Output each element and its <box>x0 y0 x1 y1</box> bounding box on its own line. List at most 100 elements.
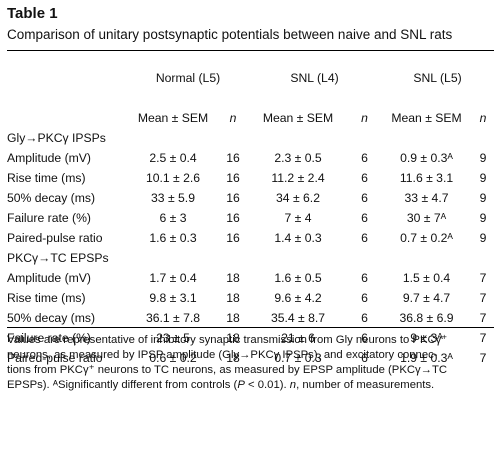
mean-sem-cell: 1.5 ± 0.4 <box>402 271 451 285</box>
mean-sem-cell: 11.2 ± 2.4 <box>271 171 325 185</box>
mean-sem-cell: 0.9 ± 0.3ᴬ <box>400 151 453 165</box>
row-label: Failure rate (%) <box>7 211 91 225</box>
bottom-rule <box>7 327 494 328</box>
table-row: Failure rate (%) 6 ± 3 16 7 ± 4 6 30 ± 7ᴬ 9 <box>7 208 494 228</box>
mean-sem-cell: 9.6 ± 4.2 <box>274 291 322 305</box>
group-header: SNL (L5) <box>413 71 462 85</box>
footnote-line: Values are representative of inhibitory … <box>7 334 448 346</box>
mean-sem-cell: 33 ± 5.9 <box>151 191 195 205</box>
table-row: Amplitude (mV) 2.5 ± 0.4 16 2.3 ± 0.5 6 0.9 ±… <box>7 148 494 168</box>
n-symbol: n <box>289 379 297 391</box>
n-cell: 7 <box>479 291 487 305</box>
mean-sem-cell: 36.1 ± 7.8 <box>145 311 201 325</box>
table-row: Paired-pulse ratio 0.6 ± 0.2 18 0.7 ± 0.3 6 1… <box>7 348 494 368</box>
table-row: 50% decay (ms) 33 ± 5.9 16 34 ± 6.2 6 33 ± 4.… <box>7 188 494 208</box>
mean-sem-cell: 34 ± 6.2 <box>276 191 320 205</box>
footnote-line: tions from PKCγ⁺ neurons to TC neurons, … <box>7 364 448 376</box>
section-header-row: PKCγ→TC EPSPs <box>7 248 494 268</box>
n-cell: 18 <box>226 271 240 285</box>
n-cell: 6 <box>361 311 368 325</box>
section-header-row: Gly→PKCγ IPSPs <box>7 128 494 148</box>
n-cell: 6 <box>361 231 368 245</box>
n-cell: 7 <box>479 271 487 285</box>
row-label: Amplitude (mV) <box>7 271 91 285</box>
mean-sem-cell: 7 ± 4 <box>284 211 312 225</box>
n-cell: 18 <box>226 351 240 365</box>
table-row: Amplitude (mV) 1.7 ± 0.4 18 1.6 ± 0.5 6 1.5 ±… <box>7 268 494 288</box>
n-header: n <box>361 111 368 125</box>
row-label: Paired-pulse ratio <box>7 231 103 245</box>
mean-sem-cell: 1.4 ± 0.3 <box>274 231 322 245</box>
n-cell: 16 <box>226 151 240 165</box>
table-title: Table 1 <box>7 5 58 22</box>
n-cell: 9 <box>479 171 487 185</box>
n-cell: 6 <box>361 171 368 185</box>
table-footnote: Values are representative of inhibitory … <box>7 333 494 393</box>
mean-sem-cell: 1.6 ± 0.5 <box>274 271 322 285</box>
mean-sem-cell: 35.4 ± 8.7 <box>270 311 326 325</box>
data-table: Normal (L5) SNL (L4) SNL (L5) Mean ± SEM… <box>7 68 494 368</box>
n-cell: 18 <box>226 311 240 325</box>
group-header-row: Normal (L5) SNL (L4) SNL (L5) <box>7 68 494 88</box>
mean-sem-cell: 33 ± 4.7 <box>404 191 449 205</box>
mean-sem-header: Mean ± SEM <box>137 111 209 125</box>
n-cell: 9 <box>479 231 487 245</box>
section-heading: Gly→PKCγ IPSPs <box>7 131 106 145</box>
mean-sem-cell: 11.6 ± 3.1 <box>399 171 454 185</box>
mean-sem-cell: 0.7 ± 0.2ᴬ <box>400 231 453 245</box>
n-cell: 9 <box>479 211 487 225</box>
n-header: n <box>229 111 237 125</box>
n-cell: 16 <box>226 171 240 185</box>
mean-sem-cell: 0.7 ± 0.3 <box>274 351 322 365</box>
group-header: SNL (L4) <box>290 71 339 85</box>
top-rule <box>7 50 494 51</box>
n-cell: 16 <box>226 191 240 205</box>
mean-sem-cell: 2.3 ± 0.5 <box>274 151 322 165</box>
mean-sem-cell: 0.6 ± 0.2 <box>149 351 197 365</box>
footnote-line: < 0.01). <box>244 379 290 391</box>
table-subtitle: Comparison of unitary postsynaptic poten… <box>7 27 453 42</box>
n-cell: 18 <box>226 291 240 305</box>
table-row: Rise time (ms) 9.8 ± 3.1 18 9.6 ± 4.2 6 9.7 ±… <box>7 288 494 308</box>
n-cell: 6 <box>361 351 368 365</box>
mean-sem-cell: 9 ± 3ᴬ <box>410 331 443 345</box>
n-cell: 7 <box>479 351 487 365</box>
row-label: 50% decay (ms) <box>7 191 96 205</box>
mean-sem-cell: 1.9 ± 0.3ᴬ <box>400 351 453 365</box>
mean-sem-cell: 1.6 ± 0.3 <box>149 231 197 245</box>
group-header: Normal (L5) <box>155 71 221 85</box>
row-label: Amplitude (mV) <box>7 151 91 165</box>
mean-sem-cell: 30 ± 7ᴬ <box>406 211 447 225</box>
section-heading: PKCγ→TC EPSPs <box>7 251 109 265</box>
n-cell: 9 <box>479 191 487 205</box>
mean-sem-cell: 23 ± 5 <box>156 331 190 345</box>
n-cell: 6 <box>361 331 368 345</box>
n-cell: 6 <box>361 191 368 205</box>
mean-sem-cell: 1.7 ± 0.4 <box>149 271 197 285</box>
table-row: Paired-pulse ratio 1.6 ± 0.3 16 1.4 ± 0.3 6 0… <box>7 228 494 248</box>
p-symbol: P <box>237 379 245 391</box>
table-row: 50% decay (ms) 36.1 ± 7.8 18 35.4 ± 8.7 6 36.… <box>7 308 494 328</box>
mean-sem-cell: 2.5 ± 0.4 <box>149 151 197 165</box>
mean-sem-cell: 36.8 ± 6.9 <box>399 311 454 325</box>
mean-sem-cell: 9.8 ± 3.1 <box>149 291 197 305</box>
table-row: Failure rate (%) 23 ± 5 18 21 ± 6 6 9 ± 3ᴬ 7 <box>7 328 494 348</box>
mean-sem-cell: 9.7 ± 4.7 <box>402 291 451 305</box>
mean-sem-cell: 10.1 ± 2.6 <box>145 171 201 185</box>
row-label: Paired-pulse ratio <box>7 351 103 365</box>
n-cell: 6 <box>361 151 368 165</box>
mean-sem-header: Mean ± SEM <box>391 111 462 125</box>
n-header: n <box>479 111 487 125</box>
mean-sem-cell: 21 ± 6 <box>281 331 315 345</box>
n-cell: 6 <box>361 271 368 285</box>
row-label: Failure rate (%) <box>7 331 91 345</box>
n-cell: 7 <box>479 311 487 325</box>
mean-sem-header: Mean ± SEM <box>262 111 334 125</box>
n-cell: 6 <box>361 211 368 225</box>
row-label: Rise time (ms) <box>7 291 86 305</box>
footnote-line: neurons, as measured by IPSP amplitude (… <box>7 349 438 361</box>
subheader-row: Mean ± SEM n Mean ± SEM n Mean ± SEM n <box>7 108 494 128</box>
row-label: 50% decay (ms) <box>7 311 96 325</box>
n-cell: 16 <box>226 231 240 245</box>
mean-sem-cell: 6 ± 3 <box>159 211 187 225</box>
